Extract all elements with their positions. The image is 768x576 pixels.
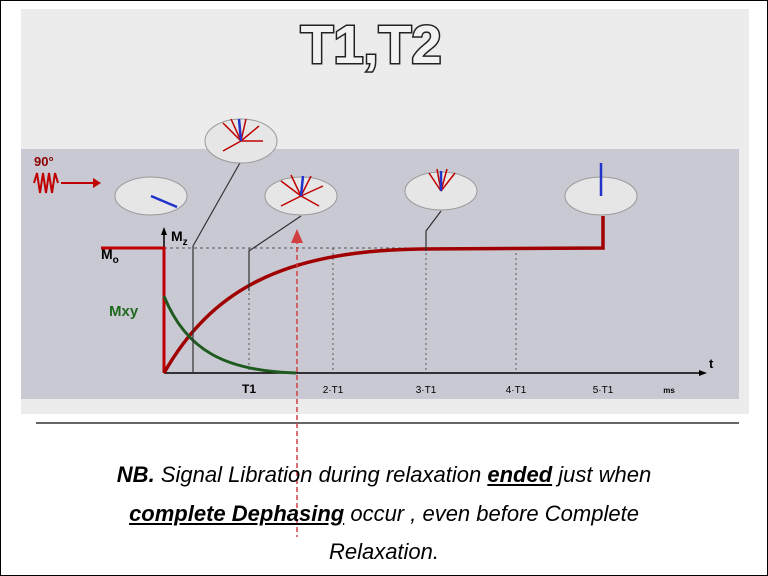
tick-label: 3·T1 — [416, 385, 437, 396]
caption-part: complete Dephasing — [129, 501, 344, 526]
pulse-label: 90° — [34, 154, 54, 169]
slide: T1,T2 90° Mo Mz Mxy t T1 — [0, 0, 768, 576]
mz-sub: z — [183, 237, 188, 248]
caption-part: Signal Libration during relaxation — [155, 462, 488, 487]
caption-part: Relaxation. — [329, 539, 439, 564]
mz-main: M — [171, 228, 183, 244]
tick-label: 2·T1 — [323, 385, 344, 396]
axis-label: t — [709, 356, 714, 371]
caption-part: NB. — [117, 462, 155, 487]
title: T1,T2 — [300, 15, 441, 75]
m0-sub: o — [113, 255, 119, 266]
mxy-label: Mxy — [109, 303, 139, 320]
caption-part: just when — [552, 462, 651, 487]
diagram: T1,T2 90° Mo Mz Mxy t T1 — [1, 1, 767, 441]
pointer-head — [291, 229, 303, 243]
tick-label: 5·T1 — [593, 385, 614, 396]
caption: NB. Signal Libration during relaxation e… — [21, 456, 747, 572]
tick-label: T1 — [242, 382, 256, 396]
unit-label: ms — [663, 386, 675, 395]
m0-main: M — [101, 246, 113, 262]
caption-part: occur , even before Complete — [344, 501, 639, 526]
caption-part: ended — [487, 462, 552, 487]
tick-label: 4·T1 — [506, 385, 527, 396]
